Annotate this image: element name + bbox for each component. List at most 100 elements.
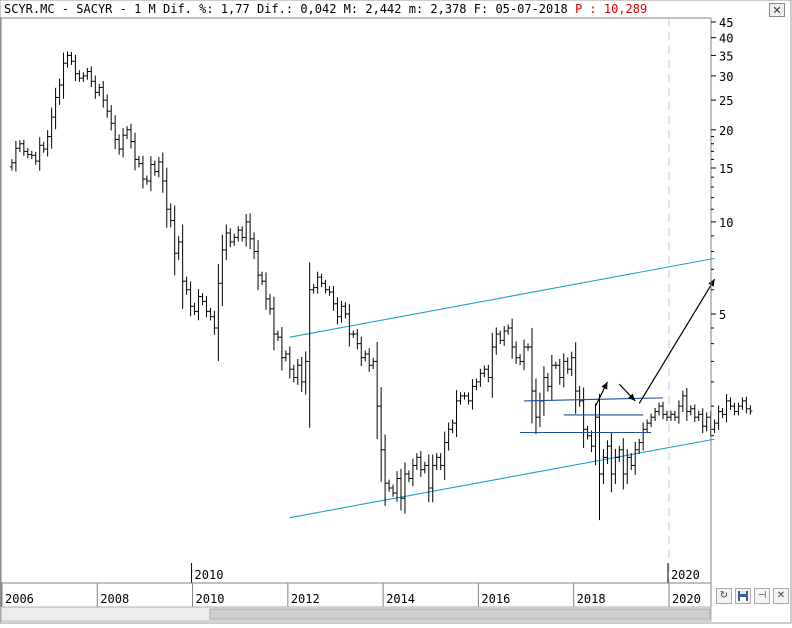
ohlc-bar xyxy=(387,479,392,492)
ohlc-bar xyxy=(260,271,265,285)
ohlc-bar xyxy=(113,115,118,150)
ohlc-bar xyxy=(522,339,527,371)
ohlc-bar xyxy=(510,318,515,359)
ohlc-bar xyxy=(653,407,658,422)
ohlc-bar xyxy=(545,372,550,392)
ohlc-bar xyxy=(315,271,320,294)
ohlc-bar xyxy=(375,342,380,440)
ohlc-bar xyxy=(506,324,511,335)
channel-lines xyxy=(289,257,715,519)
ohlc-bar xyxy=(176,236,181,260)
ohlc-bar xyxy=(672,410,677,421)
ohlc-bar xyxy=(609,432,614,493)
ohlc-bar xyxy=(549,354,554,400)
ohlc-bar xyxy=(514,341,519,364)
ohlc-bar xyxy=(168,203,173,228)
scrollbar-thumb[interactable] xyxy=(209,608,711,620)
ohlc-bar xyxy=(414,453,419,471)
ohlc-bar xyxy=(593,403,598,466)
ohlc-bar xyxy=(172,205,177,276)
ohlc-bar xyxy=(466,392,471,405)
dif-label: Dif.: xyxy=(257,2,293,16)
ohlc-bar xyxy=(275,330,280,341)
ohlc-bar xyxy=(331,285,336,311)
ohlc-bar xyxy=(700,408,705,434)
decade-markers: 2010 2020 xyxy=(191,563,700,583)
ohlc-bar xyxy=(152,160,157,176)
ohlc-bar xyxy=(418,451,423,477)
dif-pct-label: Dif. %: xyxy=(163,2,214,16)
ohlc-bar xyxy=(744,396,749,414)
ohlc-bar xyxy=(438,453,443,471)
ohlc-bar xyxy=(279,327,284,371)
ohlc-bar xyxy=(657,402,662,416)
x-axis: 2006 2008 2010 2012 2014 2016 2018 2020 xyxy=(1,583,701,607)
ohlc-bar xyxy=(621,438,626,490)
y-tick-label-45: 45 xyxy=(719,16,733,30)
pin-icon[interactable]: ⊣ xyxy=(754,588,770,604)
ohlc-bar xyxy=(184,276,189,295)
ohlc-bar xyxy=(529,327,534,424)
ohlc-bar xyxy=(430,454,435,503)
close-chart-glyph: ✕ xyxy=(776,590,786,601)
ohlc-bar xyxy=(125,126,130,140)
min-value: 2,378 xyxy=(430,2,466,16)
trendline-channel-lower xyxy=(289,438,715,519)
ohlc-bar xyxy=(422,461,427,474)
ohlc-bar xyxy=(490,332,495,398)
y-tick-label-15: 15 xyxy=(719,162,733,176)
refresh-icon[interactable]: ↻ xyxy=(716,588,732,604)
ohlc-bar xyxy=(680,390,685,413)
close-glyph: ✕ xyxy=(772,4,782,17)
ohlc-bar xyxy=(232,233,237,246)
ohlc-bar xyxy=(410,458,415,487)
ohlc-bar xyxy=(212,310,217,335)
ohlc-bar xyxy=(228,228,233,248)
ohlc-bar xyxy=(406,470,411,483)
ohlc-bar xyxy=(164,167,169,228)
y-tick-label-10: 10 xyxy=(719,216,733,230)
refresh-glyph: ↻ xyxy=(719,590,729,601)
ohlc-bar xyxy=(220,234,225,307)
ohlc-bar xyxy=(204,296,209,318)
ohlc-bar xyxy=(526,343,531,351)
ohlc-bar xyxy=(319,273,324,287)
ohlc-bar xyxy=(371,357,376,370)
ohlc-bar xyxy=(61,52,66,99)
ohlc-bar xyxy=(53,87,58,130)
ohlc-bar xyxy=(637,438,642,454)
save-icon[interactable] xyxy=(735,588,751,604)
ohlc-bar xyxy=(645,419,650,434)
ohlc-bar xyxy=(85,67,90,80)
ohlc-bar xyxy=(581,387,586,448)
ohlc-bar xyxy=(156,156,161,178)
ohlc-bar xyxy=(688,405,693,416)
ohlc-bar xyxy=(458,392,463,405)
ohlc-bar xyxy=(625,449,630,485)
ohlc-bar xyxy=(132,132,137,171)
ohlc-bar xyxy=(89,66,94,88)
ohlc-bar xyxy=(311,283,316,294)
ohlc-bar xyxy=(136,155,141,168)
x-tick-label-2020: 2020 xyxy=(672,592,701,606)
ticker: SCYR.MC xyxy=(4,2,55,16)
close-chart-icon[interactable]: ✕ xyxy=(773,588,789,604)
ohlc-bar xyxy=(553,361,558,369)
ohlc-bar xyxy=(9,159,14,171)
p-label: P xyxy=(575,2,582,16)
ohlc-bar xyxy=(240,226,245,242)
ohlc-bar xyxy=(13,140,18,172)
ohlc-bar xyxy=(704,412,709,432)
close-icon[interactable]: ✕ xyxy=(769,3,785,17)
ohlc-bar xyxy=(307,262,312,428)
arrow-head xyxy=(628,393,636,401)
ohlc-bar xyxy=(140,155,145,189)
ohlc-bar xyxy=(69,51,74,65)
ohlc-bar xyxy=(339,300,344,323)
ohlc-bar xyxy=(379,387,384,482)
ohlc-bar xyxy=(196,289,201,321)
ohlc-bar xyxy=(299,356,304,393)
ohlc-bar xyxy=(716,405,721,430)
ohlc-bar xyxy=(712,419,717,434)
